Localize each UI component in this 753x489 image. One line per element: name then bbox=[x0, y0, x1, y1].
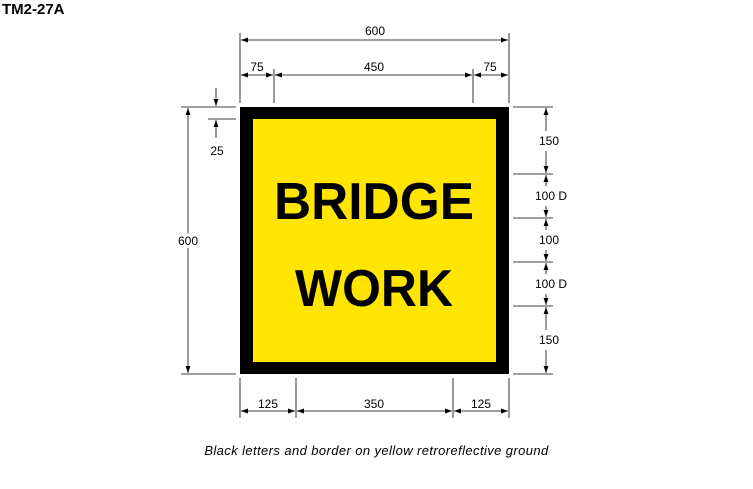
sign-line-bridge: BRIDGE bbox=[274, 173, 474, 231]
sign-code: TM2-27A bbox=[2, 1, 65, 18]
dim-left-overall: 600 bbox=[178, 234, 198, 248]
dim-right-3: 100 bbox=[539, 233, 559, 247]
dim-top-overall: 600 bbox=[365, 24, 385, 38]
dim-bottom-1: 125 bbox=[258, 397, 278, 411]
dim-top-middle: 450 bbox=[364, 60, 384, 74]
dim-right-2: 100 D bbox=[535, 189, 567, 203]
dim-bottom-3: 125 bbox=[471, 397, 491, 411]
caption: Black letters and border on yellow retro… bbox=[204, 443, 549, 458]
dim-bottom-2: 350 bbox=[364, 397, 384, 411]
dim-right-4: 100 D bbox=[535, 277, 567, 291]
dim-right-1: 150 bbox=[539, 134, 559, 148]
sign-line-work: WORK bbox=[295, 260, 453, 318]
dim-top-right: 75 bbox=[483, 60, 497, 74]
sign-ground bbox=[253, 119, 496, 362]
dim-right-5: 150 bbox=[539, 333, 559, 347]
dim-left-border: 25 bbox=[210, 144, 224, 158]
dim-top-left: 75 bbox=[250, 60, 264, 74]
sign-board: BRIDGE WORK bbox=[240, 107, 509, 374]
